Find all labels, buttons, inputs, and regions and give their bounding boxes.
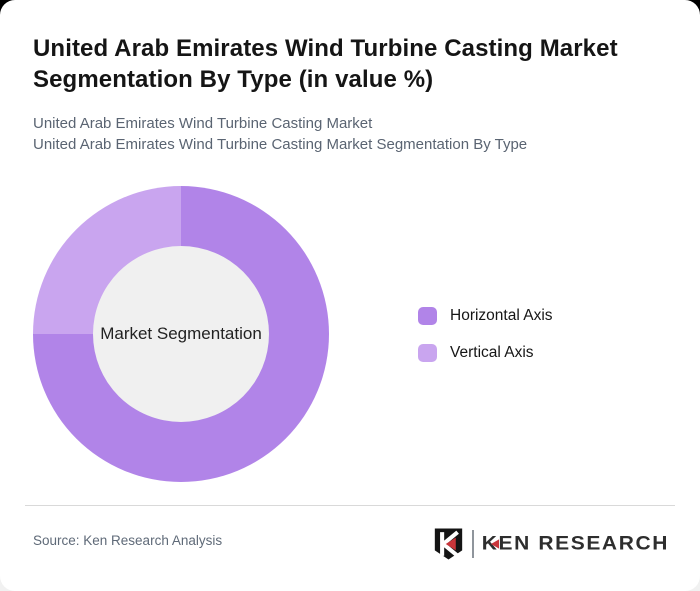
chart-legend: Horizontal Axis Vertical Axis [418,306,553,380]
footer-divider [25,505,675,506]
logo-letter-k: K [481,532,499,555]
legend-swatch-horizontal-axis [418,307,437,325]
ken-research-badge-icon [434,528,462,560]
subtitle-line-1: United Arab Emirates Wind Turbine Castin… [33,115,373,132]
logo-divider [471,530,474,558]
ken-research-logo: KEN RESEARCH [433,526,669,562]
subtitle-line-2: United Arab Emirates Wind Turbine Castin… [33,136,528,153]
logo-text: KEN RESEARCH [482,533,669,555]
legend-label-horizontal-axis: Horizontal Axis [450,307,553,324]
donut-chart: Market Segmentation [33,186,329,482]
legend-item-vertical-axis: Vertical Axis [418,343,553,363]
chart-subtitles: United Arab Emirates Wind Turbine Castin… [33,113,527,155]
donut-center-label: Market Segmentation [100,324,262,343]
legend-item-horizontal-axis: Horizontal Axis [418,306,553,326]
source-text: Source: Ken Research Analysis [33,533,223,548]
page-title: United Arab Emirates Wind Turbine Castin… [33,35,618,93]
legend-swatch-vertical-axis [418,344,437,362]
donut-center: Market Segmentation [93,246,269,422]
logo-text-rest: EN RESEARCH [498,532,669,555]
legend-label-vertical-axis: Vertical Axis [450,344,534,361]
